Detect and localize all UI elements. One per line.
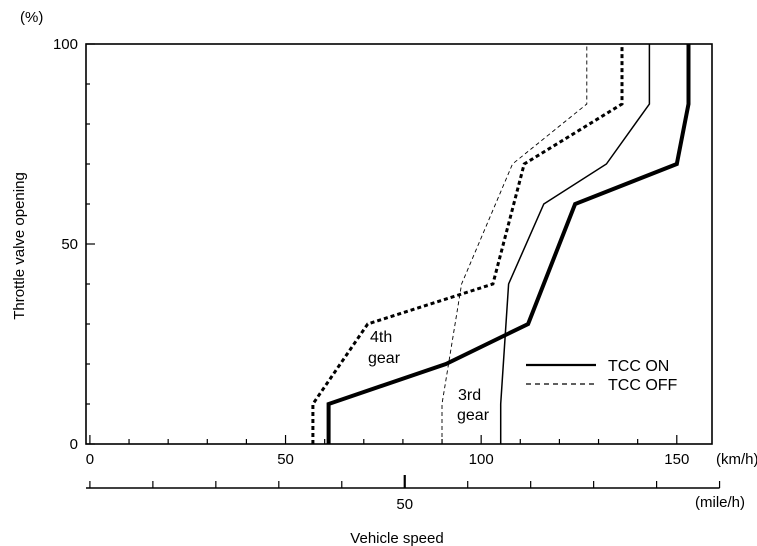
y-tick-label: 0	[70, 436, 78, 453]
series-line-tcc-off-3-4-upshift	[311, 44, 624, 444]
series-line-tcc-off-4-3-downshift	[441, 44, 588, 444]
annotation-3rd-gear-line2: gear	[457, 407, 490, 424]
legend-label-tcc-on: TCC ON	[608, 358, 669, 375]
x-unit-secondary-label: (mile/h)	[695, 494, 745, 511]
x-tick-label: 100	[469, 451, 494, 468]
x-tick-label: 0	[86, 451, 94, 468]
secondary-x-tick-label: 50	[396, 496, 413, 513]
series-line-tcc-on-4-3-downshift	[499, 44, 651, 444]
legend: TCC ON TCC OFF	[526, 358, 678, 394]
x-tick-label: 50	[277, 451, 294, 468]
annotation-4th-gear-line1: 4th	[370, 329, 392, 346]
y-axis-title: Throttle valve opening	[11, 172, 28, 320]
x-tick-label: 150	[664, 451, 689, 468]
series-line-tcc-on-3-4-upshift	[326, 44, 691, 444]
legend-label-tcc-off: TCC OFF	[608, 377, 678, 394]
y-tick-label: 100	[53, 36, 78, 53]
annotation-4th-gear-line2: gear	[368, 350, 401, 367]
x-axis-title: Vehicle speed	[350, 530, 443, 546]
y-tick-label: 50	[61, 236, 78, 253]
annotation-3rd-gear-line1: 3rd	[458, 387, 481, 404]
gear-annotations: 4th gear 3rd gear	[368, 329, 490, 424]
chart-series	[311, 44, 691, 444]
x-unit-primary-label: (km/h)	[716, 451, 757, 468]
y-unit-label: (%)	[20, 9, 43, 26]
chart-axes: 0 50 100 0 50 100 150 50	[53, 36, 721, 513]
